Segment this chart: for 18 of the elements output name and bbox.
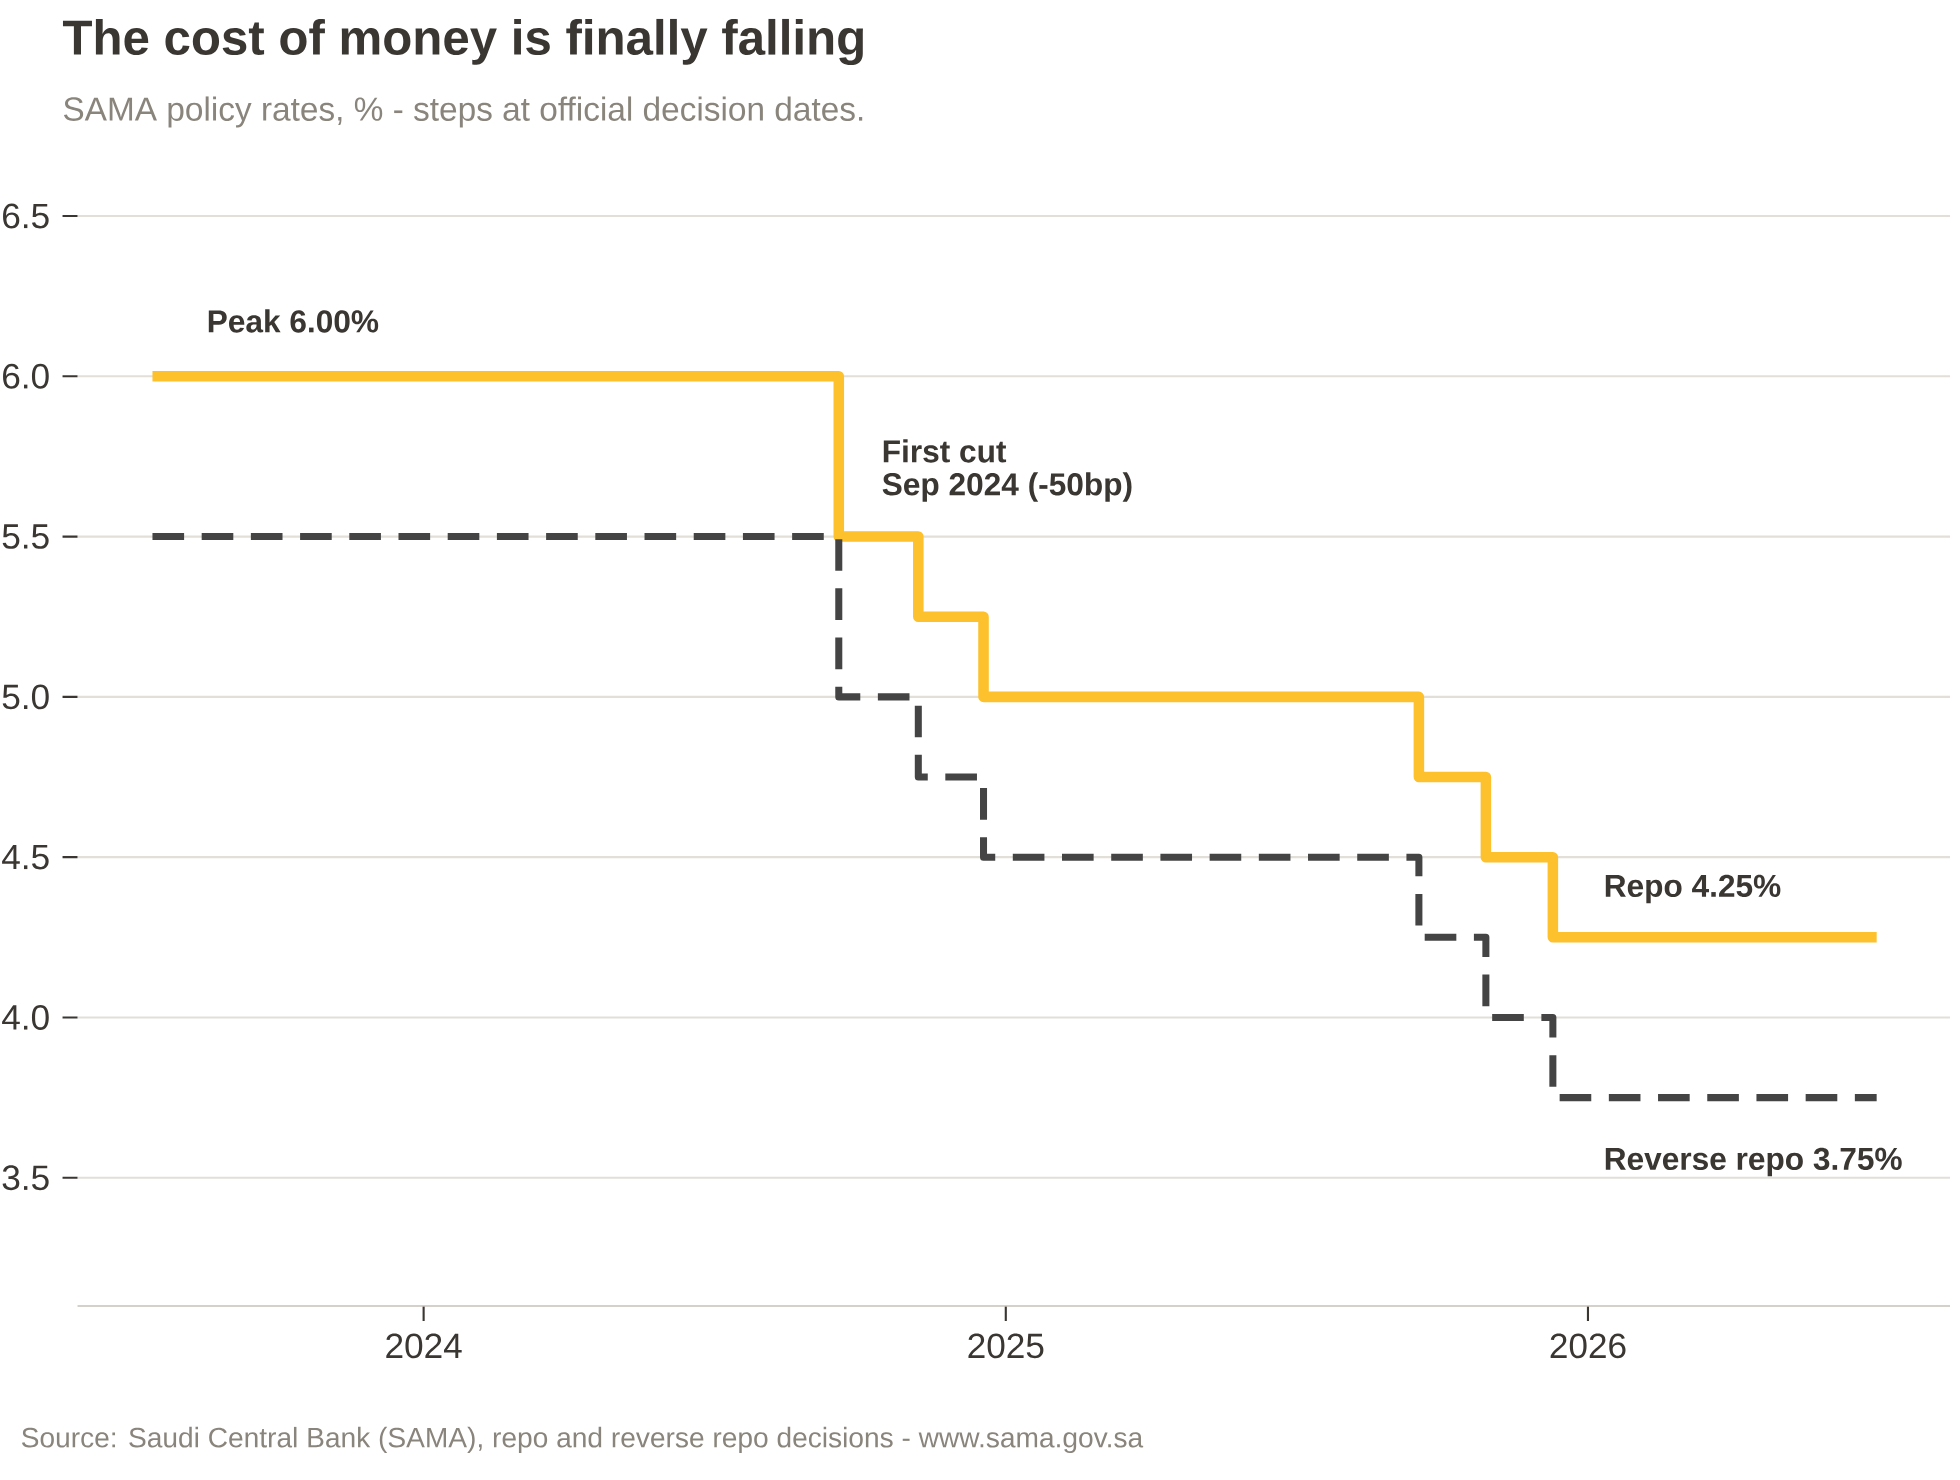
x-tick-label: 2026 [1550,1333,1626,1359]
x-tick-label: 2024 [386,1333,462,1359]
source-note: Source: Saudi Central Bank (SAMA), repo and reverse repo decisions - www.sama.gov.sa [21,1426,1144,1454]
annotation: Peak 6.00% [208,309,379,333]
annotation: Repo 4.25% [1605,874,1781,904]
y-tick-label: 4.0 [2,1005,49,1030]
y-tick-label: 3.5 [2,1165,49,1191]
annotation: Reverse repo 3.75% [1605,1147,1902,1177]
chart-subtitle: SAMA policy rates, % - steps at official decision dates. [63,96,863,128]
y-tick-label: 5.5 [2,524,49,549]
y-tick-label: 6.0 [3,363,49,389]
chart-title: The cost of money is finally falling [62,18,863,66]
y-tick-label: 5.0 [2,684,49,710]
annotation: Sep 2024 (-50bp) [882,472,1132,502]
x-tick-label: 2025 [968,1333,1044,1359]
y-tick-label: 6.5 [3,203,49,229]
annotation: First cut [883,439,1007,463]
y-tick-label: 4.5 [2,844,49,870]
